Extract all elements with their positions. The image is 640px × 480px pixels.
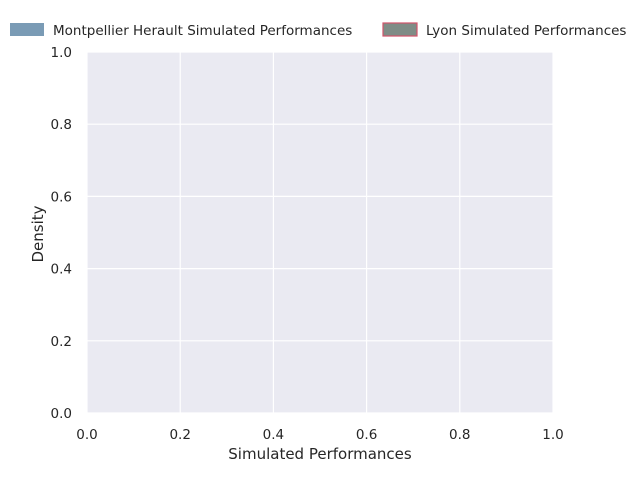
x-tick-label: 1.0 (542, 427, 563, 443)
x-axis-ticks: 0.0 0.2 0.4 0.6 0.8 1.0 (76, 427, 563, 443)
y-tick-label: 0.8 (51, 117, 72, 133)
y-tick-label: 1.0 (51, 45, 72, 61)
y-tick-label: 0.0 (51, 406, 72, 422)
x-tick-label: 0.6 (356, 427, 377, 443)
legend-swatch-lyon (382, 22, 418, 37)
y-tick-label: 0.6 (51, 189, 72, 205)
x-tick-label: 0.8 (449, 427, 470, 443)
y-axis-label: Density (29, 205, 47, 262)
legend: Montpellier Herault Simulated Performanc… (10, 22, 626, 39)
x-tick-label: 0.4 (263, 427, 284, 443)
y-axis-ticks: 0.0 0.2 0.4 0.6 0.8 1.0 (51, 45, 72, 422)
y-tick-label: 0.2 (51, 334, 72, 350)
grid (86, 51, 554, 414)
x-axis-label: Simulated Performances (228, 445, 412, 463)
y-tick-label: 0.4 (51, 262, 72, 278)
legend-label-montpellier: Montpellier Herault Simulated Performanc… (53, 23, 352, 39)
plot-area (87, 52, 553, 413)
x-tick-label: 0.2 (169, 427, 190, 443)
x-tick-label: 0.0 (76, 427, 97, 443)
legend-label-lyon: Lyon Simulated Performances (426, 23, 626, 39)
legend-swatch-montpellier (10, 23, 44, 36)
